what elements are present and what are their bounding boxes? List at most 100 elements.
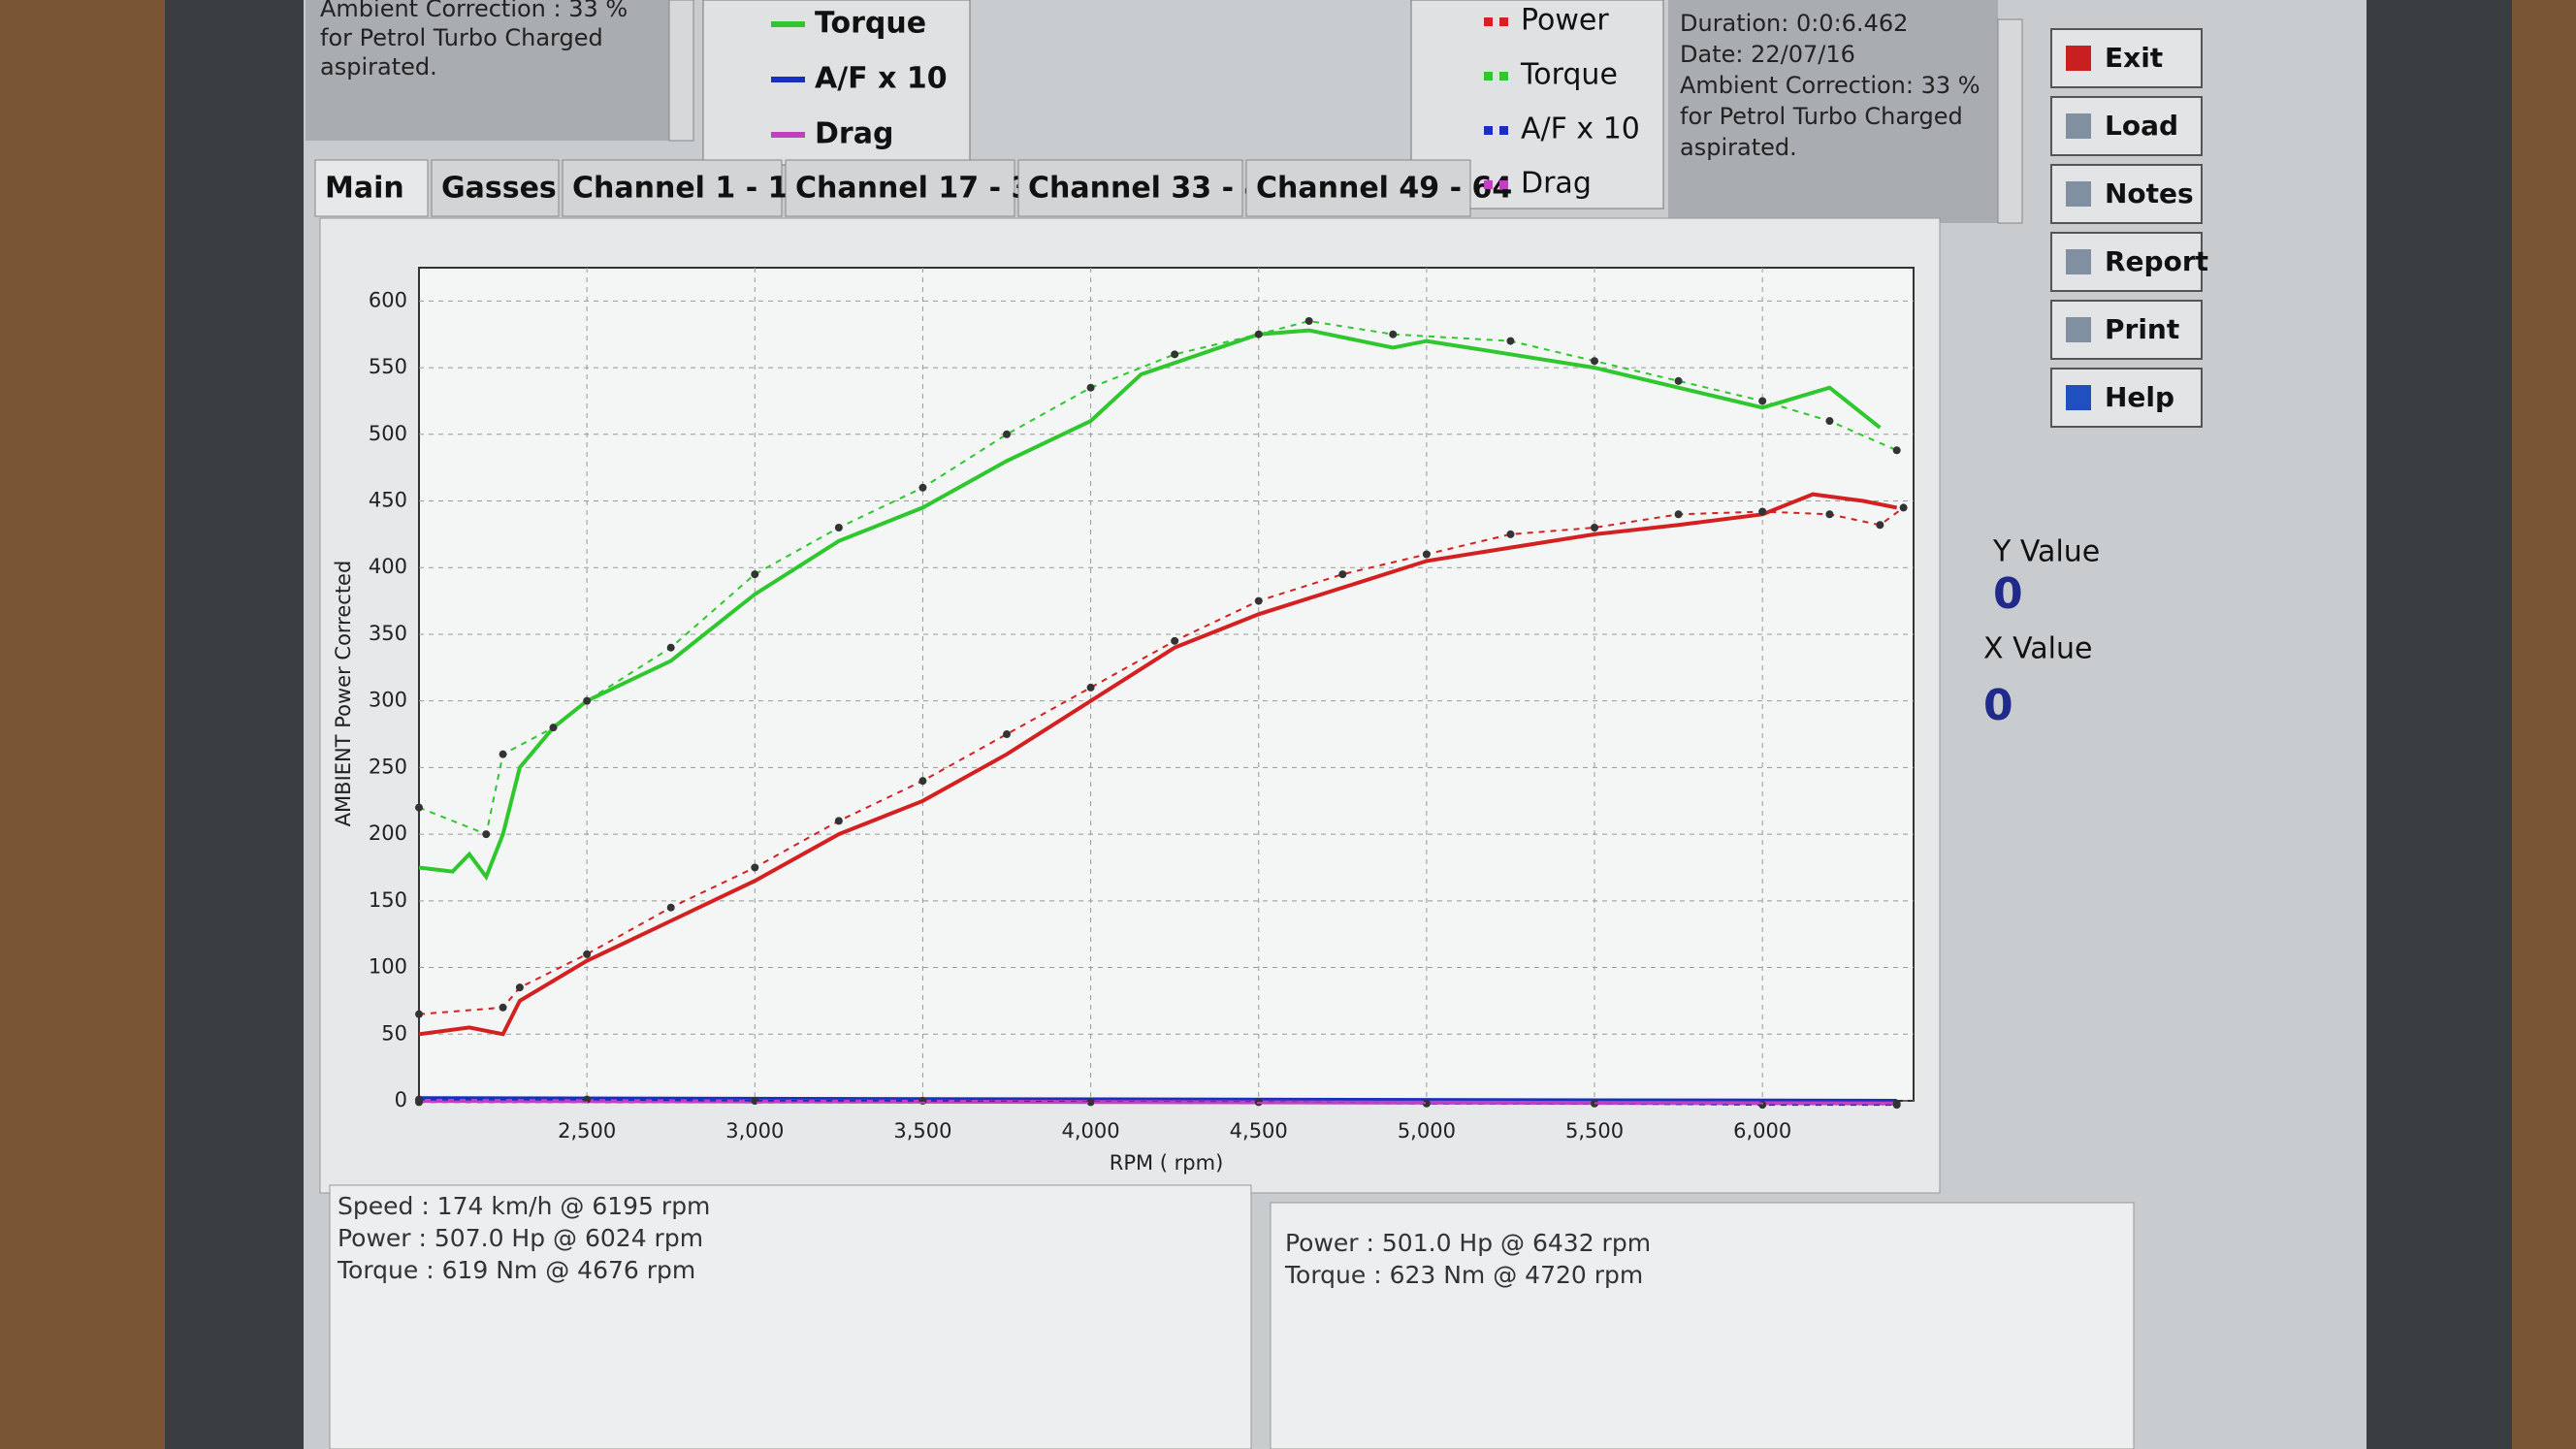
summary-text: Speed : 174 km/h @ 6195 rpm — [338, 1192, 710, 1220]
button-label[interactable]: Help — [2105, 381, 2174, 413]
data-point — [515, 983, 524, 992]
data-point — [1825, 417, 1834, 426]
data-point — [666, 903, 675, 912]
series-line — [418, 319, 1898, 836]
legend-left — [702, 0, 971, 166]
legend-label: A/F x 10 — [1521, 113, 1640, 146]
legend-label: Power — [1521, 4, 1609, 38]
y-tick-label: 100 — [369, 955, 407, 979]
info-text: Ambient Correction: 33 % — [1680, 72, 1980, 99]
data-point — [1892, 1099, 1901, 1108]
x-axis-label: RPM ( rpm) — [1110, 1151, 1224, 1175]
legend-swatch — [1484, 180, 1493, 189]
tab[interactable] — [785, 159, 1015, 217]
data-point — [666, 643, 675, 652]
y-tick-label: 200 — [369, 821, 407, 845]
data-point — [834, 524, 843, 532]
info-text: for Petrol Turbo Charged — [320, 24, 603, 51]
data-point — [1591, 357, 1599, 366]
data-point — [751, 1097, 759, 1105]
data-point — [1003, 730, 1012, 739]
y-tick-label: 450 — [369, 489, 407, 512]
tab-label[interactable]: Channel 17 - 32 — [795, 172, 1051, 206]
legend-label: Drag — [815, 117, 893, 151]
y-axis-label: AMBIENT Power Corrected — [332, 561, 355, 827]
x-tick-label: 6,000 — [1733, 1119, 1791, 1143]
data-point — [918, 483, 927, 492]
data-point — [1876, 521, 1884, 530]
data-point — [834, 817, 843, 825]
tab[interactable] — [1245, 159, 1471, 217]
data-point — [1338, 570, 1347, 579]
button-icon — [2066, 46, 2091, 71]
y-tick-label: 300 — [369, 689, 407, 712]
y-tick-label: 250 — [369, 755, 407, 778]
x-tick-label: 4,000 — [1062, 1119, 1120, 1143]
series-line — [418, 1096, 1897, 1103]
info-text: for Petrol Turbo Charged — [1680, 103, 1963, 130]
data-point — [415, 1010, 423, 1018]
y-tick-label: 150 — [369, 888, 407, 912]
data-point — [1674, 510, 1683, 519]
tab[interactable] — [1017, 159, 1243, 217]
x-tick-label: 4,500 — [1230, 1119, 1288, 1143]
tab-label[interactable]: Channel 1 - 16 — [572, 172, 808, 206]
data-point — [1304, 316, 1313, 325]
data-point — [1086, 683, 1095, 692]
info-text: Duration: 0:0:6.462 — [1680, 10, 1908, 37]
data-point — [1758, 1101, 1767, 1110]
data-point — [751, 863, 759, 872]
info-right-panel — [1668, 0, 1998, 223]
legend-swatch — [1499, 72, 1508, 80]
tab[interactable] — [314, 159, 429, 217]
legend-label: A/F x 10 — [815, 62, 948, 96]
info-left-panel — [306, 0, 669, 141]
data-point — [1254, 596, 1263, 605]
data-point — [1506, 530, 1515, 538]
data-point — [1758, 507, 1767, 516]
data-point — [549, 724, 558, 732]
y-tick-label: 550 — [369, 355, 407, 378]
tab-label[interactable]: Gasses — [441, 172, 557, 206]
summary-right-panel — [1270, 1202, 2135, 1449]
info-text: Ambient Correction : 33 % — [320, 0, 628, 22]
info-text: aspirated. — [320, 53, 437, 80]
button-label[interactable]: Print — [2105, 313, 2179, 345]
button-icon — [2066, 385, 2091, 410]
x-tick-label: 2,500 — [558, 1119, 616, 1143]
x-tick-label: 3,500 — [893, 1119, 951, 1143]
data-point — [918, 777, 927, 786]
data-point — [751, 570, 759, 579]
legend-label: Drag — [1521, 167, 1592, 201]
button-label[interactable]: Load — [2105, 110, 2178, 142]
summary-text: Torque : 619 Nm @ 4676 rpm — [337, 1256, 695, 1284]
data-point — [1171, 350, 1179, 359]
data-point — [1086, 383, 1095, 392]
button-label[interactable]: Notes — [2105, 177, 2194, 209]
tab[interactable] — [431, 159, 560, 217]
data-point — [415, 1098, 423, 1107]
button-label[interactable]: Report — [2105, 245, 2208, 277]
data-point — [1254, 330, 1263, 338]
scrollbar[interactable] — [668, 0, 694, 142]
y-tick-label: 600 — [369, 288, 407, 311]
data-point — [583, 950, 592, 958]
tab-label[interactable]: Channel 49 - 64 — [1256, 172, 1512, 206]
data-point — [1086, 1098, 1095, 1107]
data-point — [499, 1003, 507, 1012]
legend-swatch — [1484, 72, 1493, 80]
data-point — [1171, 636, 1179, 645]
data-point — [1389, 330, 1398, 338]
tab-label[interactable]: Main — [325, 172, 404, 206]
data-point — [1758, 397, 1767, 405]
info-text: aspirated. — [1680, 134, 1797, 161]
y-tick-label: 500 — [369, 422, 407, 445]
button-label[interactable]: Exit — [2105, 42, 2163, 74]
tab[interactable] — [562, 159, 783, 217]
legend-swatch — [1484, 126, 1493, 135]
tab-label[interactable]: Channel 33 - 48 — [1028, 172, 1284, 206]
x-tick-label: 5,500 — [1565, 1119, 1624, 1143]
series-line — [418, 328, 1882, 882]
data-point — [499, 750, 507, 758]
scrollbar[interactable] — [1997, 18, 2023, 224]
